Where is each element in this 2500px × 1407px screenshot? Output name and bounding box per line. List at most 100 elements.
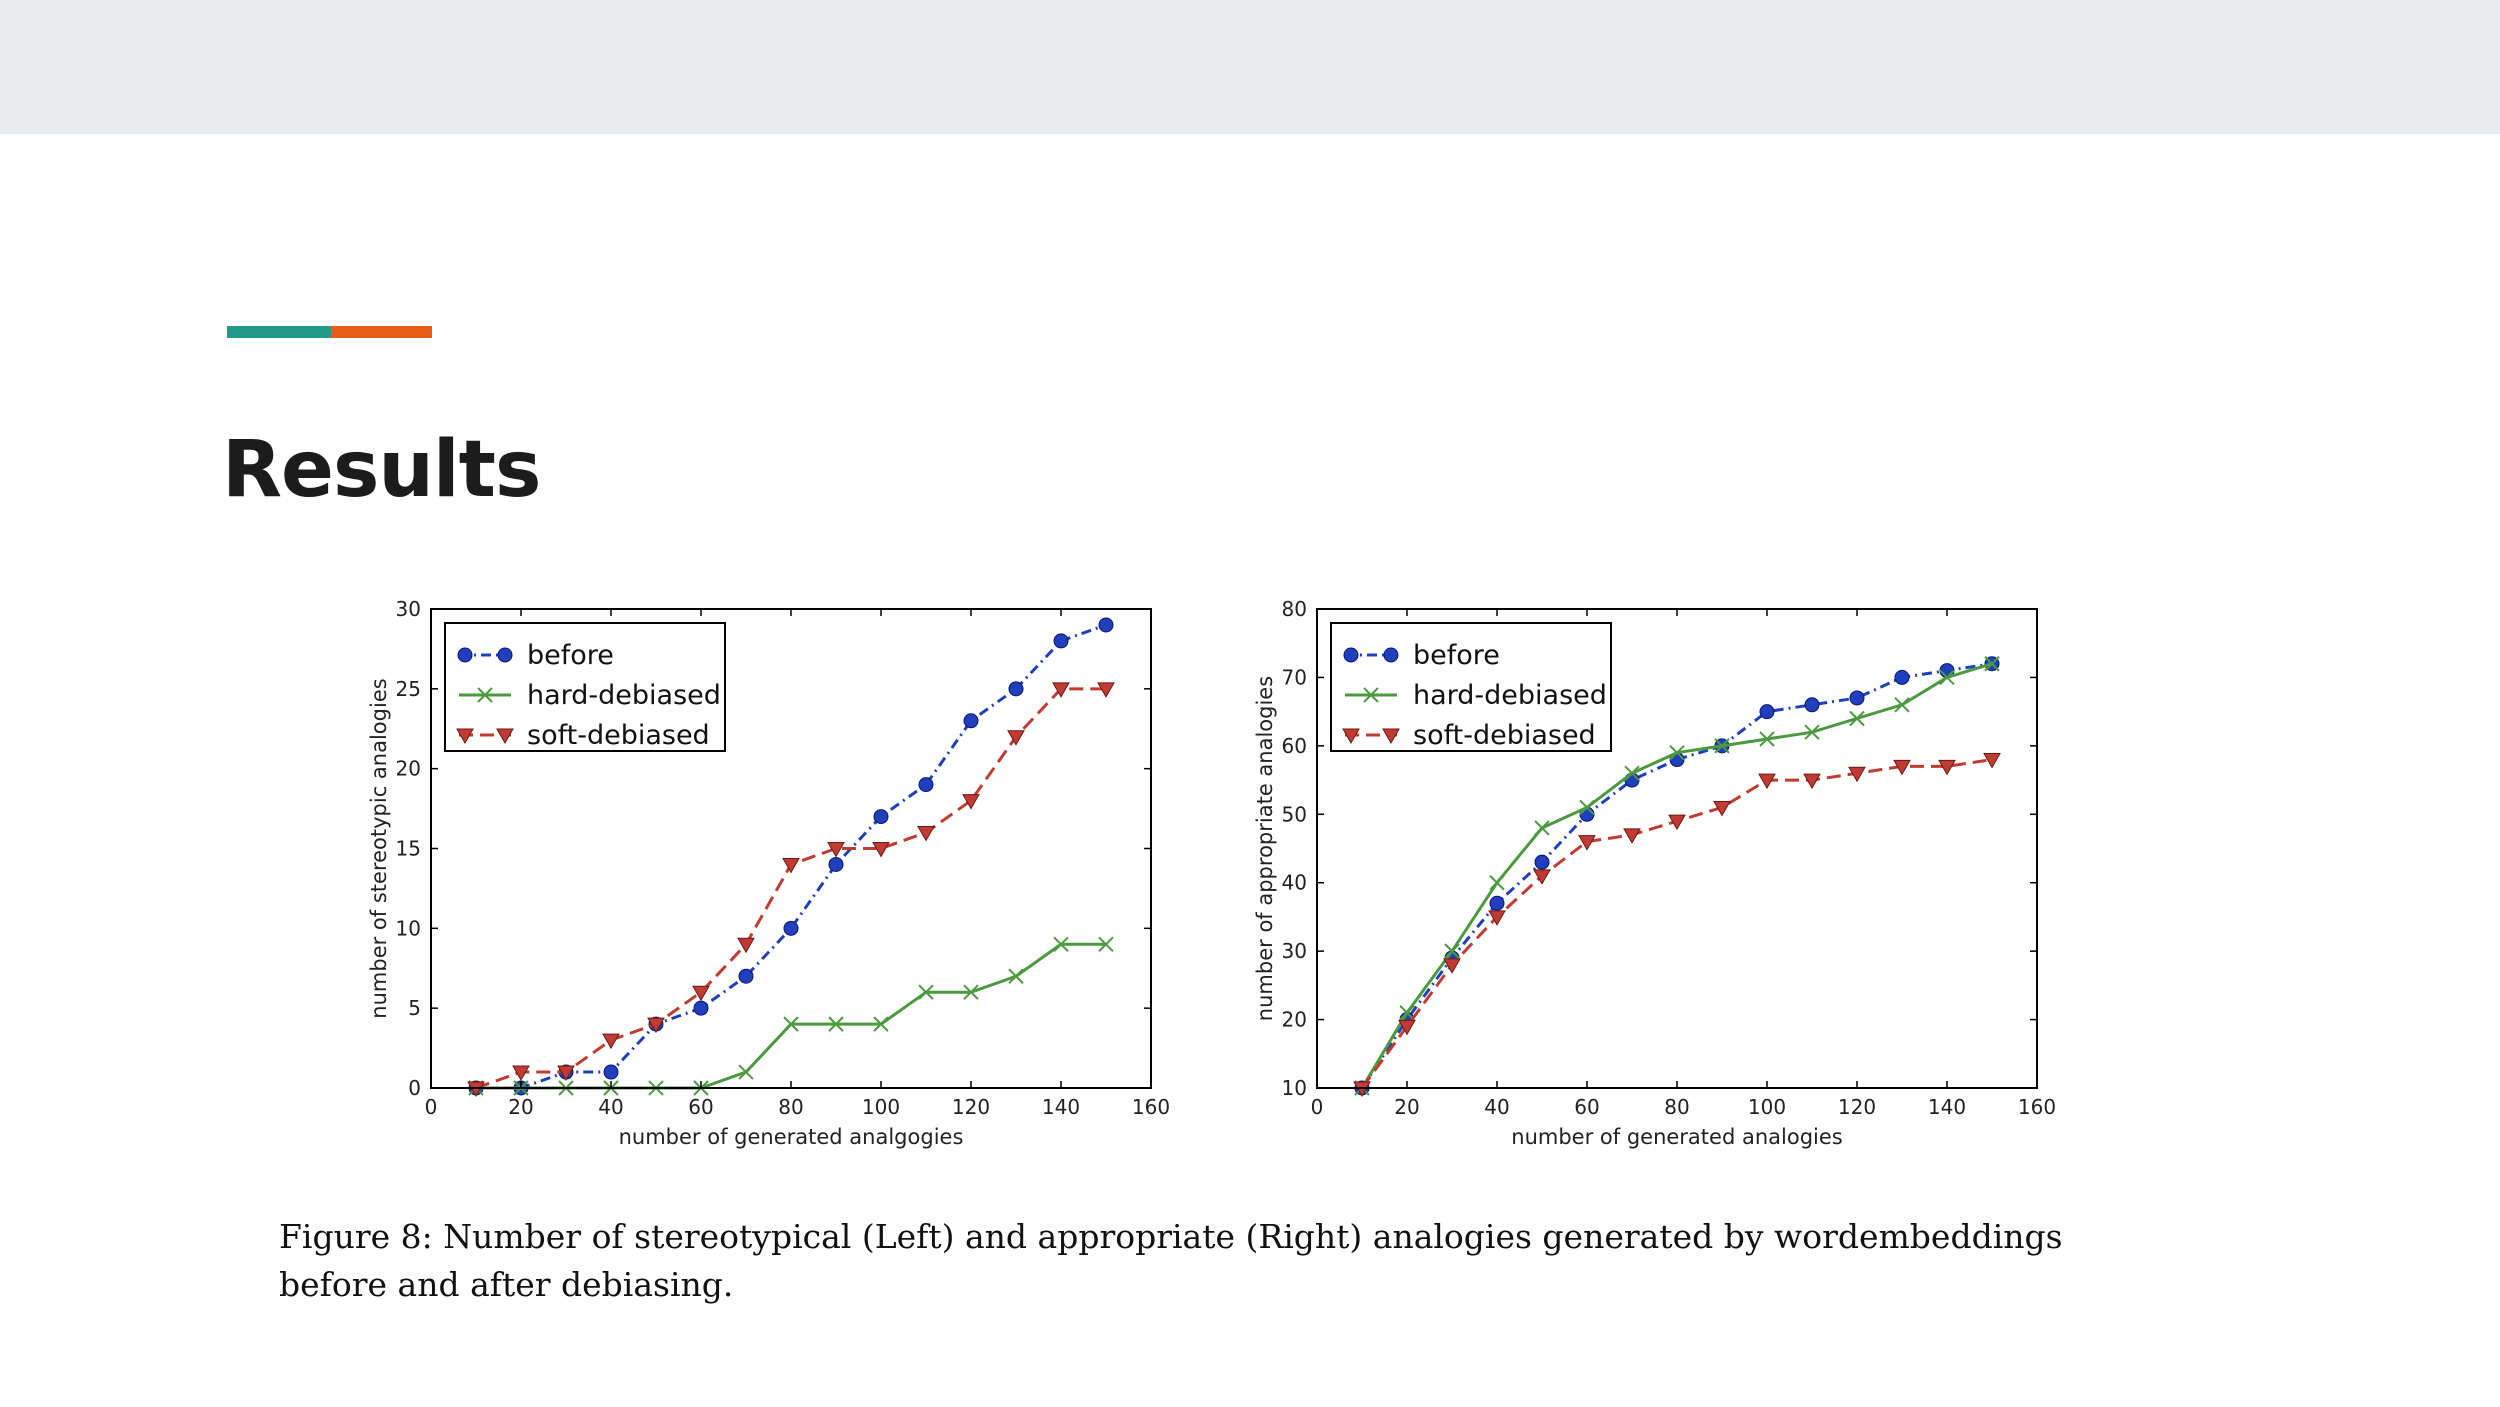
left-chart-point-before (918, 777, 934, 793)
left-chart-legend-marker-soft-debiased (496, 728, 514, 745)
left-chart-point-hard-debiased (918, 984, 934, 1000)
right-chart-line-soft-debiased (1360, 758, 1993, 1089)
right-chart-point-before (1534, 854, 1550, 870)
left-chart-legend-marker-before (497, 647, 513, 663)
right-chart-legend-marker-before (1383, 647, 1399, 663)
left-chart-point-soft-debiased (1007, 730, 1025, 746)
accent-bar-orange (331, 326, 432, 338)
right-chart-point-hard-debiased (1624, 765, 1640, 781)
left-chart-y-tick-label: 15 (396, 837, 421, 861)
left-chart-x-tick-label: 160 (1132, 1095, 1170, 1119)
right-chart-x-tick-label: 0 (1311, 1095, 1324, 1119)
right-chart-point-soft-debiased (1893, 759, 1911, 776)
left-chart-legend-label-soft-debiased: soft-debiased (527, 720, 710, 751)
right-chart-x-tick-label: 60 (1574, 1095, 1599, 1119)
left-chart-point-soft-debiased (782, 857, 800, 874)
right-chart-point-hard-debiased (1399, 1005, 1415, 1021)
left-chart-point-soft-debiased (647, 1017, 665, 1034)
right-chart-point-soft-debiased (1668, 814, 1686, 831)
right-chart-point-soft-debiased (1623, 828, 1641, 844)
left-chart-y-tick-label: 10 (396, 916, 421, 940)
right-chart-point-hard-debiased (1714, 738, 1730, 754)
right-chart-point-before (1849, 690, 1865, 706)
left-chart-x-axis-label: number of generated analgogies (619, 1125, 964, 1149)
left-chart-y-tick-label: 25 (396, 677, 421, 701)
right-chart-point-soft-debiased (1398, 1019, 1416, 1036)
left-chart-point-hard-debiased (963, 984, 979, 1000)
right-chart-point-soft-debiased (1488, 910, 1506, 926)
right-chart-legend-marker-before (1343, 647, 1359, 663)
right-chart-legend-label-before: before (1413, 640, 1500, 671)
right-chart-x-axis-label: number of generated analogies (1511, 1125, 1842, 1149)
left-chart-x-tick-label: 40 (598, 1095, 623, 1119)
right-chart-legend-label-hard-debiased: hard-debiased (1413, 680, 1607, 711)
right-chart-point-soft-debiased (1443, 958, 1461, 974)
right-chart-point-soft-debiased (1578, 835, 1596, 851)
slide-title: Results (222, 425, 541, 515)
right-chart-point-soft-debiased (1758, 773, 1776, 790)
right-chart-point-soft-debiased (1938, 759, 1956, 776)
right-chart-y-tick-label: 80 (1282, 597, 1307, 621)
right-chart-y-tick-label: 20 (1282, 1008, 1307, 1032)
right-chart-point-hard-debiased (1579, 799, 1595, 816)
right-chart-y-tick-label: 50 (1282, 802, 1307, 826)
right-chart-y-tick-label: 60 (1282, 734, 1307, 758)
right-chart-legend-marker-soft-debiased (1342, 728, 1360, 745)
right-chart-legend-label-soft-debiased: soft-debiased (1413, 720, 1596, 751)
right-chart-point-hard-debiased (1489, 875, 1505, 891)
left-chart-point-before (963, 713, 979, 729)
left-chart-point-before (1008, 681, 1024, 697)
right-chart-y-axis-label: number of appropriate analogies (1253, 676, 1277, 1021)
caption-line-2: before and after debiasing. (279, 1265, 734, 1304)
right-chart-point-soft-debiased (1533, 869, 1551, 885)
caption-line-1: Figure 8: Number of stereotypical (Left)… (279, 1217, 2063, 1256)
right-chart-y-tick-label: 30 (1282, 939, 1307, 963)
left-chart-legend-marker-before (457, 647, 473, 663)
right-chart-x-tick-label: 120 (1838, 1095, 1876, 1119)
left-chart-x-tick-label: 80 (778, 1095, 803, 1119)
left-chart-y-axis-label: number of stereotypic analogies (367, 678, 391, 1018)
left-chart-point-soft-debiased (737, 937, 755, 954)
accent-bar-teal (227, 326, 331, 338)
left-chart-x-tick-label: 140 (1042, 1095, 1080, 1119)
right-chart-legend-marker-soft-debiased (1382, 728, 1400, 745)
right-chart-point-hard-debiased (1669, 744, 1685, 761)
left-chart-point-soft-debiased (827, 842, 845, 858)
left-chart-point-soft-debiased (512, 1065, 530, 1082)
right-chart-x-tick-label: 160 (2018, 1095, 2056, 1119)
right-chart-line-before (1360, 662, 1993, 1089)
left-chart-legend: before hard-debiased soft-debiased (444, 622, 726, 752)
left-chart-point-before (603, 1064, 619, 1080)
left-chart-point-hard-debiased (783, 1016, 799, 1032)
left-chart-point-before (738, 968, 754, 984)
right-chart-x-tick-label: 140 (1928, 1095, 1966, 1119)
left-chart-x-tick-label: 120 (952, 1095, 990, 1119)
right-chart-y-tick-label: 10 (1282, 1076, 1307, 1100)
right-chart-point-hard-debiased (1849, 710, 1865, 727)
right-chart-legend-marker-hard-debiased (1363, 687, 1379, 703)
left-chart-y-tick-label: 20 (396, 757, 421, 781)
left-chart-x-tick-label: 60 (688, 1095, 713, 1119)
left-chart-y-tick-label: 30 (396, 597, 421, 621)
left-chart-point-before (1053, 633, 1069, 649)
right-chart-x-tick-label: 20 (1394, 1095, 1419, 1119)
left-chart-point-soft-debiased (1097, 682, 1115, 698)
left-chart-x-tick-label: 100 (862, 1095, 900, 1119)
left-chart-point-hard-debiased (1053, 936, 1069, 953)
figure-caption: Figure 8: Number of stereotypical (Left)… (279, 1213, 2259, 1309)
right-chart-point-before (1804, 697, 1820, 713)
right-chart-point-before (1894, 669, 1910, 685)
right-chart-x-tick-label: 80 (1664, 1095, 1689, 1119)
left-chart-line-before (476, 623, 1107, 1090)
right-chart-point-soft-debiased (1983, 753, 2001, 769)
right-chart-point-hard-debiased (1534, 820, 1550, 836)
left-chart-point-soft-debiased (692, 985, 710, 1002)
left-chart-point-before (873, 809, 889, 825)
right-chart-point-before (1759, 704, 1775, 720)
left-chart-legend-marker-hard-debiased (477, 687, 493, 703)
left-chart-x-tick-label: 0 (425, 1095, 438, 1119)
left-chart-legend-marker-soft-debiased (456, 728, 474, 745)
right-chart-point-before (1489, 895, 1505, 911)
